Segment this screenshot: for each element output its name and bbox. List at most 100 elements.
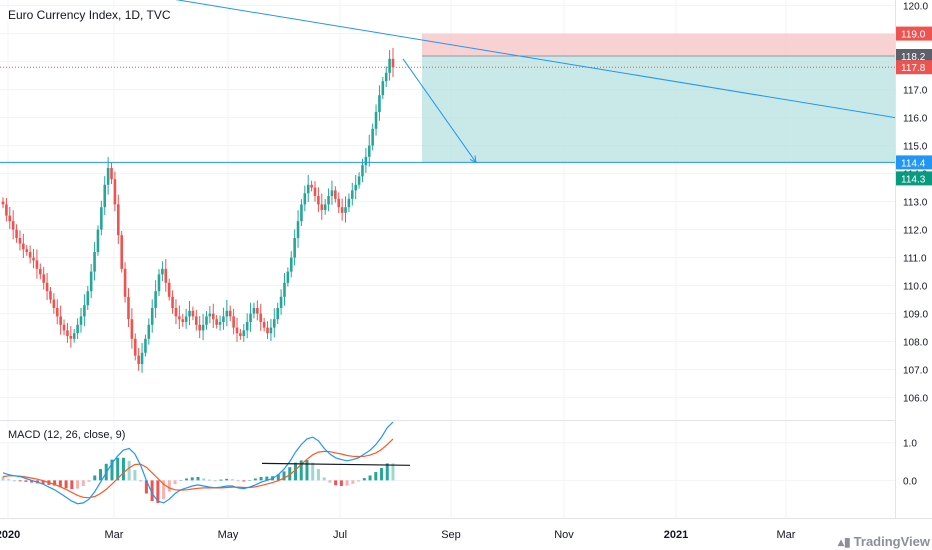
candle-body[interactable] [144, 338, 147, 353]
candle-body[interactable] [15, 229, 18, 238]
macd-line[interactable] [2, 421, 394, 505]
candle-body[interactable] [384, 72, 388, 82]
candle-body[interactable] [354, 184, 357, 191]
candle-body[interactable] [228, 310, 232, 317]
candle-body[interactable] [181, 319, 185, 322]
macd-divergence-line[interactable] [261, 462, 411, 466]
candle-body[interactable] [35, 260, 39, 269]
candle-body[interactable] [52, 299, 56, 308]
candle-body[interactable] [242, 330, 246, 336]
candle-body[interactable] [106, 168, 110, 185]
candle-body[interactable] [161, 268, 164, 275]
candle-body[interactable] [32, 257, 35, 261]
candle-body[interactable] [93, 252, 96, 272]
candle-body[interactable] [232, 316, 235, 328]
candle-body[interactable] [103, 184, 107, 208]
candle-body[interactable] [357, 176, 361, 185]
candle-body[interactable] [66, 330, 69, 336]
candle-body[interactable] [201, 324, 205, 331]
candle-body[interactable] [367, 145, 371, 157]
trendline[interactable] [110, 0, 896, 119]
candle-body[interactable] [340, 207, 344, 213]
candle-body[interactable] [5, 204, 8, 216]
candle-body[interactable] [184, 316, 188, 322]
candle-body[interactable] [249, 313, 252, 322]
candle-body[interactable] [123, 268, 127, 297]
candle-body[interactable] [327, 196, 330, 205]
candle-body[interactable] [317, 196, 320, 205]
candle-body[interactable] [133, 338, 137, 356]
candle-body[interactable] [28, 252, 32, 258]
stop-loss-zone[interactable] [422, 33, 895, 56]
candle-body[interactable] [157, 274, 161, 292]
candle-body[interactable] [191, 310, 195, 317]
candle-body[interactable] [323, 204, 327, 210]
candle-body[interactable] [76, 324, 79, 334]
candle-body[interactable] [262, 322, 266, 328]
candle-body[interactable] [334, 190, 337, 199]
candle-body[interactable] [72, 333, 76, 339]
candle-body[interactable] [167, 282, 171, 297]
candle-body[interactable] [8, 215, 12, 222]
candle-body[interactable] [344, 207, 347, 213]
candle-body[interactable] [205, 316, 208, 325]
candle-body[interactable] [289, 257, 293, 272]
candle-body[interactable] [364, 156, 368, 166]
candle-body[interactable] [55, 308, 59, 317]
candle-body[interactable] [120, 235, 123, 269]
candle-body[interactable] [300, 204, 303, 222]
candle-body[interactable] [59, 316, 62, 325]
candle-body[interactable] [113, 179, 117, 205]
candle-body[interactable] [188, 310, 191, 317]
candle-body[interactable] [150, 308, 154, 325]
candle-body[interactable] [42, 274, 45, 283]
candle-body[interactable] [313, 187, 317, 196]
candle-body[interactable] [286, 271, 290, 283]
candle-body[interactable] [211, 313, 215, 320]
candle-body[interactable] [208, 313, 212, 317]
candle-body[interactable] [351, 190, 354, 199]
candle-body[interactable] [127, 296, 130, 320]
candle-body[interactable] [259, 313, 263, 322]
target-zone[interactable] [422, 56, 895, 163]
candle-body[interactable] [39, 268, 42, 275]
candle-body[interactable] [306, 184, 310, 194]
candle-body[interactable] [269, 327, 273, 334]
candle-body[interactable] [330, 190, 334, 196]
candle-body[interactable] [140, 352, 144, 364]
candle-body[interactable] [100, 207, 103, 230]
candle-body[interactable] [273, 319, 276, 328]
candle-body[interactable] [22, 243, 25, 250]
candle-body[interactable] [225, 310, 229, 317]
candle-body[interactable] [222, 316, 225, 322]
candle-body[interactable] [45, 282, 49, 292]
candle-body[interactable] [283, 282, 286, 297]
candle-body[interactable] [86, 291, 90, 306]
candle-body[interactable] [25, 249, 29, 252]
candle-body[interactable] [110, 168, 113, 180]
candle-body[interactable] [245, 322, 249, 331]
candle-body[interactable] [371, 128, 374, 146]
candle-body[interactable] [83, 305, 86, 317]
candle-body[interactable] [154, 291, 157, 308]
candle-body[interactable] [18, 238, 22, 244]
candle-body[interactable] [347, 198, 351, 208]
candle-body[interactable] [381, 81, 385, 96]
candle-body[interactable] [79, 316, 83, 325]
projection-arrow[interactable] [402, 58, 477, 163]
candle-body[interactable] [378, 95, 381, 112]
candle-body[interactable] [147, 324, 151, 339]
candle-body[interactable] [137, 355, 140, 364]
candle-body[interactable] [279, 296, 283, 308]
candle-body[interactable] [215, 319, 218, 325]
price-axis[interactable] [895, 0, 932, 518]
candle-body[interactable] [374, 112, 378, 129]
candle-body[interactable] [178, 316, 181, 320]
candle-body[interactable] [117, 204, 120, 236]
candle-body[interactable] [171, 296, 174, 308]
candle-body[interactable] [320, 204, 324, 210]
candle-body[interactable] [303, 193, 307, 205]
candle-body[interactable] [174, 308, 178, 317]
candle-body[interactable] [276, 308, 279, 320]
